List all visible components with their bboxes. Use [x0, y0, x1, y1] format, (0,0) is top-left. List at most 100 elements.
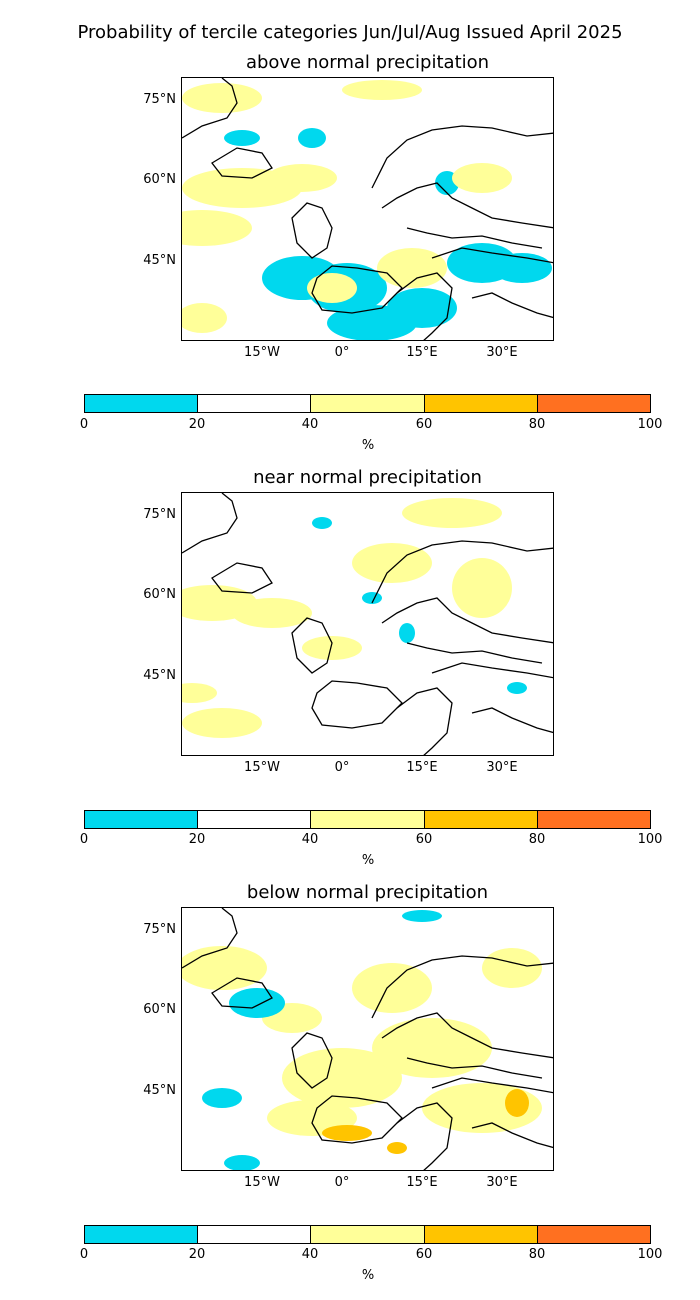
colorbar-segment	[85, 395, 198, 412]
shading-blob	[232, 598, 312, 628]
shading-blob	[322, 1125, 372, 1141]
colorbar-segment	[310, 395, 424, 412]
colorbar-unit: %	[361, 438, 375, 453]
shading-blob	[505, 1089, 529, 1117]
colorbar-unit: %	[361, 853, 375, 868]
colorbar-tick: 60	[415, 1247, 433, 1262]
colorbar-segment	[197, 395, 311, 412]
probability-shading	[182, 910, 542, 1170]
colorbar-unit: %	[361, 1268, 375, 1283]
shading-blob	[482, 948, 542, 988]
colorbar-segment	[423, 811, 537, 828]
colorbar-tick: 0	[79, 832, 89, 847]
shading-blob	[372, 1018, 492, 1078]
shading-blob	[229, 988, 285, 1018]
colorbar-segment	[536, 1226, 651, 1243]
colorbar-segment	[85, 1226, 198, 1243]
colorbar-segment	[85, 811, 198, 828]
shading-blob	[182, 303, 227, 333]
lon-tick: 15°W	[244, 1175, 280, 1190]
shading-blob	[182, 683, 217, 703]
colorbar-2	[84, 810, 651, 829]
colorbar-segment	[197, 1226, 311, 1243]
shading-blob	[282, 1048, 402, 1108]
colorbar-tick: 60	[415, 832, 433, 847]
colorbar-segment	[536, 811, 651, 828]
colorbar-segment	[197, 811, 311, 828]
colorbar-tick: 0	[79, 417, 89, 432]
colorbar-segment	[310, 811, 424, 828]
lon-tick: 0°	[334, 345, 350, 360]
shading-blob	[182, 708, 262, 738]
shading-blob	[402, 498, 502, 528]
lat-tick: 60°N	[143, 587, 176, 602]
lon-tick: 15°W	[244, 760, 280, 775]
shading-blob	[342, 80, 422, 100]
europe-coastlines	[182, 78, 553, 340]
shading-blob	[267, 164, 337, 192]
lat-tick: 45°N	[143, 253, 176, 268]
panel-title-near: near normal precipitation	[253, 467, 482, 488]
shading-blob	[452, 163, 512, 193]
shading-blob	[182, 83, 262, 113]
europe-coastlines	[182, 493, 553, 755]
map-below-normal	[181, 907, 554, 1171]
shading-blob	[224, 1155, 260, 1170]
colorbar-tick: 40	[301, 832, 319, 847]
shading-blob	[507, 682, 527, 694]
lon-tick: 15°E	[406, 1175, 438, 1190]
shading-blob	[298, 128, 326, 148]
panel-title-below: below normal precipitation	[246, 882, 489, 903]
map-above-normal	[181, 77, 554, 341]
colorbar-segment	[423, 395, 537, 412]
shading-blob	[224, 130, 260, 146]
lon-tick: 15°W	[244, 345, 280, 360]
shading-blob	[377, 248, 447, 288]
shading-blob	[352, 963, 432, 1013]
colorbar-segment	[423, 1226, 537, 1243]
lon-tick: 30°E	[486, 760, 518, 775]
colorbar-segment	[536, 395, 651, 412]
shading-blob	[307, 273, 357, 303]
colorbar-tick: 20	[188, 417, 206, 432]
colorbar-3	[84, 1225, 651, 1244]
colorbar-tick: 80	[528, 417, 546, 432]
shading-blob	[182, 946, 267, 990]
lon-tick: 30°E	[486, 345, 518, 360]
probability-shading	[182, 498, 527, 738]
lon-tick: 15°E	[406, 760, 438, 775]
lat-tick: 60°N	[143, 1002, 176, 1017]
shading-blob	[492, 253, 552, 283]
shading-blob	[182, 210, 252, 246]
lon-tick: 30°E	[486, 1175, 518, 1190]
lat-tick: 45°N	[143, 668, 176, 683]
lat-tick: 75°N	[143, 507, 176, 522]
europe-coastlines	[182, 908, 553, 1170]
colorbar-1	[84, 394, 651, 413]
figure-title: Probability of tercile categories Jun/Ju…	[77, 22, 623, 43]
lon-tick: 0°	[334, 1175, 350, 1190]
shading-blob	[312, 517, 332, 529]
colorbar-tick: 100	[637, 832, 663, 847]
panel-title-above: above normal precipitation	[245, 52, 490, 73]
shading-blob	[387, 288, 457, 328]
shading-blob	[202, 1088, 242, 1108]
colorbar-tick: 20	[188, 1247, 206, 1262]
lat-tick: 60°N	[143, 172, 176, 187]
colorbar-tick: 20	[188, 832, 206, 847]
shading-blob	[402, 910, 442, 922]
lat-tick: 75°N	[143, 92, 176, 107]
shading-blob	[302, 636, 362, 660]
colorbar-tick: 80	[528, 1247, 546, 1262]
colorbar-tick: 60	[415, 417, 433, 432]
colorbar-tick: 0	[79, 1247, 89, 1262]
shading-blob	[362, 592, 382, 604]
lat-tick: 45°N	[143, 1083, 176, 1098]
shading-blob	[452, 558, 512, 618]
colorbar-segment	[310, 1226, 424, 1243]
colorbar-tick: 40	[301, 417, 319, 432]
lat-tick: 75°N	[143, 922, 176, 937]
colorbar-tick: 100	[637, 417, 663, 432]
lon-tick: 0°	[334, 760, 350, 775]
colorbar-tick: 40	[301, 1247, 319, 1262]
